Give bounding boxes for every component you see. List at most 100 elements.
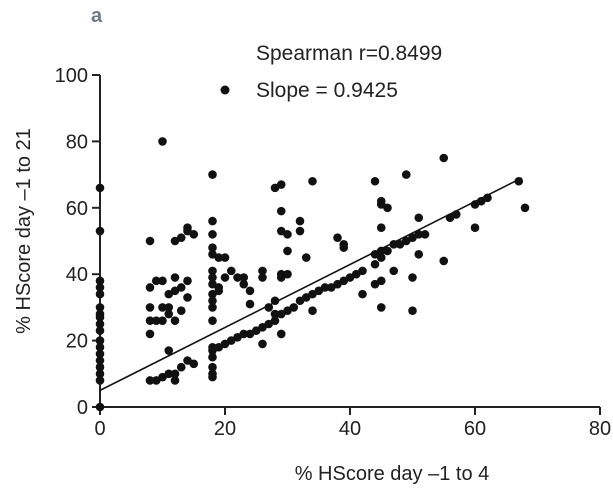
data-point (339, 240, 349, 249)
data-point (158, 137, 167, 146)
data-point (208, 243, 217, 252)
data-point (95, 369, 105, 379)
data-point (414, 213, 424, 223)
data-point (258, 266, 267, 276)
data-point (95, 362, 105, 372)
data-point (283, 269, 292, 279)
y-tick-label: 60 (66, 198, 88, 220)
data-point (170, 369, 180, 379)
x-tick-label: 40 (339, 418, 361, 440)
data-point (401, 170, 411, 179)
data-point (420, 230, 430, 239)
data-point (320, 283, 330, 292)
data-point (208, 230, 217, 239)
legend-marker (220, 85, 230, 95)
data-point (283, 230, 292, 239)
y-tick-label: 100 (55, 65, 88, 87)
data-point (208, 170, 217, 179)
data-point (208, 316, 217, 325)
data-point (208, 296, 217, 306)
data-point (164, 309, 174, 319)
data-point (183, 293, 192, 302)
data-point (239, 273, 249, 282)
data-point (376, 276, 386, 286)
data-point (208, 372, 217, 382)
x-tick-label: 60 (464, 418, 486, 440)
data-point (358, 289, 367, 299)
data-point (158, 316, 167, 325)
data-point (270, 296, 280, 306)
data-point (208, 362, 217, 372)
data-point (95, 313, 105, 322)
data-point (189, 359, 199, 369)
data-point (276, 180, 286, 189)
data-point (95, 336, 105, 345)
x-tick-label: 0 (94, 418, 105, 440)
data-point (376, 246, 386, 256)
data-point (308, 176, 317, 186)
data-point (220, 253, 230, 262)
regression-line (99, 177, 523, 392)
data-point (383, 203, 392, 213)
data-point (95, 319, 105, 329)
data-point (95, 326, 105, 335)
data-point (470, 223, 480, 233)
data-point (183, 276, 192, 286)
spearman-annotation: Spearman r=0.8499 (256, 42, 442, 65)
data-point (145, 236, 155, 246)
data-point (301, 253, 311, 262)
data-point (220, 273, 230, 282)
text-layer: 0 20 40 60 80 0 20 40 60 80 100 % HScore day –1 to … (13, 5, 611, 485)
data-point (414, 249, 424, 259)
data-point (239, 279, 249, 289)
y-axis-label: % HScore day –1 to 21 (13, 128, 35, 334)
data-point (370, 176, 380, 186)
data-point (95, 276, 105, 286)
data-point (208, 266, 217, 276)
data-point (176, 283, 186, 292)
data-point (226, 266, 236, 276)
data-point (376, 253, 386, 262)
data-point (170, 376, 180, 385)
data-point (239, 329, 249, 339)
data-point (276, 206, 286, 216)
data-point (95, 342, 105, 352)
data-point (214, 286, 224, 296)
y-tick-label: 0 (77, 397, 88, 419)
data-point (151, 316, 161, 325)
data-point (233, 273, 242, 282)
data-point (170, 316, 180, 325)
data-point (176, 306, 186, 316)
x-axis-label: % HScore day –1 to 4 (295, 463, 490, 485)
data-point (451, 210, 461, 219)
data-point (151, 276, 161, 286)
data-point (283, 246, 292, 256)
data-point (389, 240, 399, 249)
y-tick-label: 40 (66, 264, 88, 286)
data-point (176, 362, 186, 372)
data-point (158, 303, 167, 312)
data-point (270, 316, 280, 325)
data-point (245, 299, 255, 309)
data-point (176, 233, 186, 242)
data-point (408, 306, 417, 316)
data-point (158, 276, 167, 286)
data-point (264, 303, 274, 312)
data-point (95, 376, 105, 385)
data-point (308, 306, 317, 316)
data-point (95, 349, 105, 359)
data-point (95, 183, 105, 193)
points-layer (95, 137, 530, 412)
slope-annotation: Slope = 0.9425 (256, 79, 398, 102)
data-point (358, 266, 367, 276)
data-point (258, 273, 267, 282)
x-tick-label: 80 (589, 418, 611, 440)
data-point (145, 283, 155, 292)
data-point (95, 226, 105, 236)
data-point (514, 176, 524, 186)
data-point (389, 266, 399, 276)
data-point (383, 246, 392, 256)
data-point (164, 346, 174, 355)
data-point (295, 216, 305, 226)
